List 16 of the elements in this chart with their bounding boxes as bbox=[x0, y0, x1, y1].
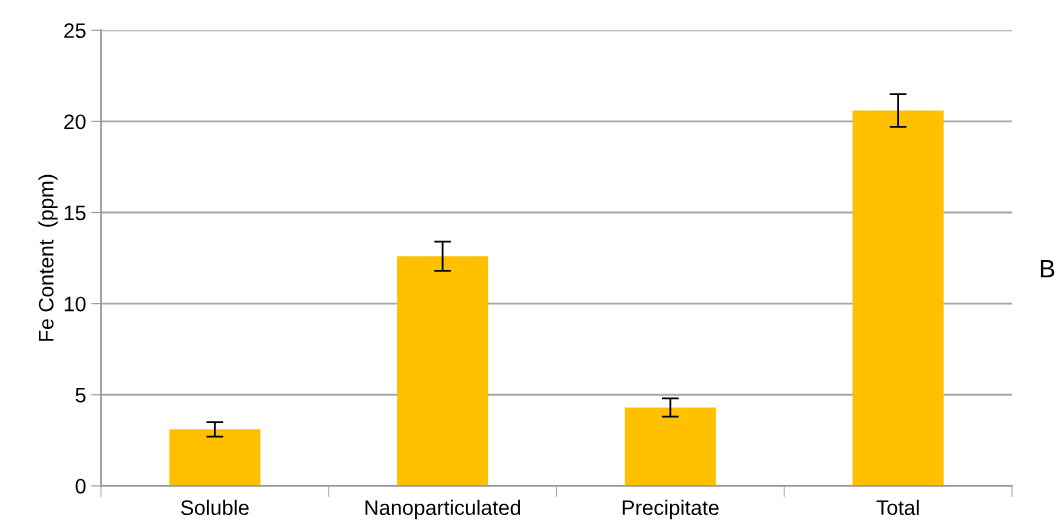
y-axis-title: Fe Content (ppm) bbox=[38, 174, 58, 341]
bar bbox=[397, 256, 489, 486]
bar bbox=[624, 407, 716, 486]
y-tick-label: 5 bbox=[75, 387, 86, 403]
y-tick-label: 25 bbox=[64, 23, 86, 39]
bar bbox=[852, 110, 944, 486]
x-tick-label: Nanoparticulated bbox=[365, 499, 521, 520]
y-tick-label: 10 bbox=[64, 296, 86, 312]
x-tick-label: Precipitate bbox=[622, 499, 719, 520]
y-tick-label: 0 bbox=[75, 478, 86, 494]
y-tick-label: 15 bbox=[64, 205, 86, 221]
x-tick-label: Soluble bbox=[181, 499, 249, 516]
x-tick-label: Total bbox=[876, 499, 919, 516]
y-tick-label: 20 bbox=[64, 114, 86, 130]
bar bbox=[169, 429, 261, 486]
text: B bbox=[1040, 260, 1055, 278]
